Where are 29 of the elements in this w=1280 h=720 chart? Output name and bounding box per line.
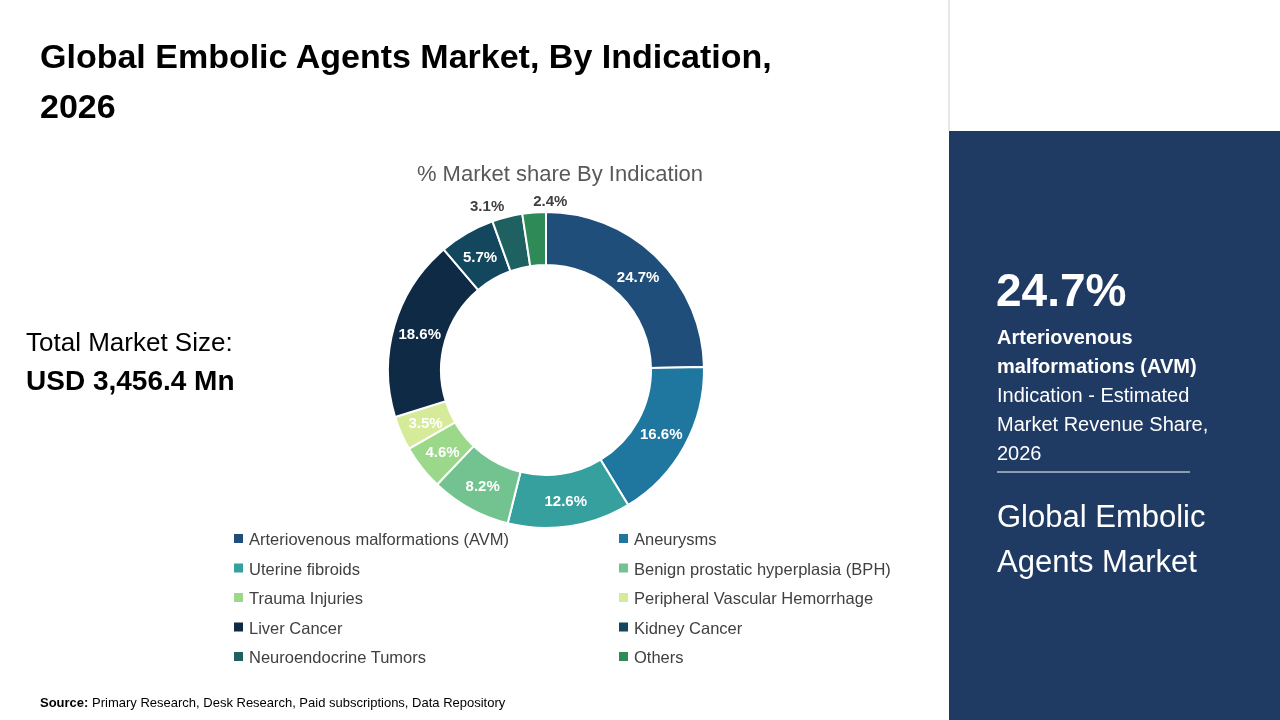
text: USD 3,456.4 Mn: [26, 365, 235, 396]
legend-label: Trauma Injuries: [249, 589, 364, 607]
legend-label: Kidney Cancer: [634, 618, 743, 637]
legend-label: Aneurysms: [634, 530, 717, 548]
data-label: 18.6%: [398, 324, 441, 342]
source-note: Source: Primary Research, Desk Research, Paid subscriptions, Data Repository: [40, 695, 506, 710]
text: 24.7%: [996, 264, 1127, 316]
chart-title: Global Embolic Agents Market, By Indication, 2026: [40, 37, 772, 125]
text: Indication - Estimated Market Revenue Share, 2026: [997, 384, 1209, 464]
legend-label: Uterine fibroids: [249, 559, 360, 578]
legend-label: Others: [634, 648, 684, 666]
data-label: 12.6%: [544, 491, 588, 509]
chart-subtitle: % Market share By Indication: [416, 161, 704, 186]
data-label: 3.1%: [470, 196, 505, 214]
legend-label: Arteriovenous malformations (AVM): [249, 530, 510, 548]
text: Total Market Size:: [26, 327, 233, 357]
data-label: 2.4%: [533, 191, 568, 209]
legend-label: Benign prostatic hyperplasia (BPH): [634, 559, 891, 578]
legend-label: Liver Cancer: [249, 618, 344, 637]
text: Arteriovenous malformations (AVM): [997, 326, 1197, 377]
data-label: 8.2%: [465, 476, 500, 494]
text: Global Embolic Agents Market: [997, 499, 1206, 579]
data-label: 3.5%: [408, 414, 443, 432]
legend-label: Peripheral Vascular Hemorrhage: [634, 589, 874, 607]
data-label: 16.6%: [639, 424, 683, 442]
data-label: 5.7%: [463, 247, 498, 265]
legend-label: Neuroendocrine Tumors: [249, 648, 427, 666]
data-label: 4.6%: [425, 442, 460, 460]
data-label: 24.7%: [616, 267, 660, 285]
